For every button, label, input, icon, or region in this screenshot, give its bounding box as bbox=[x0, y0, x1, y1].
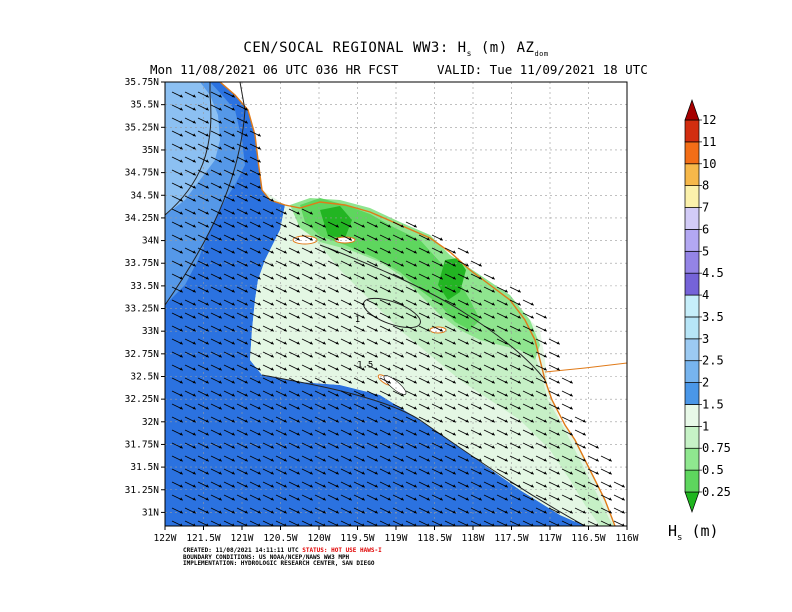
colorbar-level-label: 1.5 bbox=[702, 397, 724, 411]
colorbar-swatch bbox=[684, 229, 700, 252]
colorbar: 0.25 0.5 0.75 1 1.5 2 2.5 3 3.5 4 4.5 5 6 7 8 10 11 12 bbox=[684, 98, 731, 514]
colorbar-swatch bbox=[684, 404, 700, 427]
longitude-tick-label: 117W bbox=[539, 533, 562, 544]
island bbox=[383, 375, 407, 395]
wave-band-2m bbox=[165, 82, 585, 526]
boundary-conditions-text: BOUNDARY CONDITIONS: US NOAA/NCEP/NAWS W… bbox=[183, 553, 350, 561]
latitude-tick-label: 34N bbox=[142, 236, 159, 247]
colorbar-swatch bbox=[684, 250, 700, 274]
latitude-tick-label: 33.75N bbox=[125, 258, 160, 269]
contour-labels: 11.5 bbox=[355, 315, 374, 370]
colorbar-swatch bbox=[684, 98, 700, 121]
latitude-tick-label: 35.5N bbox=[130, 100, 159, 111]
colorbar-swatch bbox=[684, 447, 700, 471]
colorbar-swatch bbox=[684, 163, 700, 186]
latitude-tick-label: 31.25N bbox=[125, 485, 160, 496]
latitude-tick-label: 35.25N bbox=[125, 122, 160, 133]
colorbar-label: Hs (m) bbox=[668, 522, 719, 543]
colorbar-swatch bbox=[684, 141, 700, 165]
longitude-tick-label: 116W bbox=[616, 533, 639, 544]
colorbar-swatch bbox=[684, 207, 700, 230]
colorbar-swatch bbox=[684, 360, 700, 383]
wave-direction-vectors bbox=[171, 91, 625, 526]
colorbar-level-label: 8 bbox=[702, 179, 709, 193]
latitude-tick-label: 34.75N bbox=[125, 168, 160, 179]
colorbar-swatch bbox=[684, 119, 700, 143]
latitude-tick-label: 33.5N bbox=[130, 281, 159, 292]
colorbar-level-label: 12 bbox=[702, 113, 716, 127]
latitude-tick-label: 32.5N bbox=[130, 371, 159, 382]
latitude-tick-label: 35.75N bbox=[125, 77, 160, 88]
latitude-tick-label: 34.25N bbox=[125, 213, 160, 224]
longitude-axis: 122W 121.5W 121W 120.5W 120W 119.5W 119W 118.5W… bbox=[154, 526, 639, 544]
colorbar-level-label: 7 bbox=[702, 201, 709, 215]
colorbar-level-label: 6 bbox=[702, 222, 709, 236]
colorbar-swatch bbox=[684, 469, 700, 493]
island bbox=[292, 235, 318, 245]
wave-band-0-25m bbox=[320, 206, 352, 238]
map-field bbox=[165, 82, 627, 526]
colorbar-level-label: 2.5 bbox=[702, 354, 724, 368]
longitude-tick-label: 118W bbox=[462, 533, 485, 544]
contour-label: 1.5 bbox=[357, 360, 373, 370]
latitude-tick-label: 31.5N bbox=[130, 462, 159, 473]
created-timestamp: CREATED: 11/08/2021 14:11:11 UTC bbox=[183, 547, 299, 554]
colorbar-swatch bbox=[684, 338, 700, 362]
longitude-tick-label: 116.5W bbox=[571, 533, 606, 544]
colorbar-level-label: 4.5 bbox=[702, 266, 724, 280]
latitude-tick-label: 32.25N bbox=[125, 394, 160, 405]
wave-band-0-25m bbox=[438, 258, 466, 300]
colorbar-swatch bbox=[684, 382, 700, 405]
colorbar-level-label: 11 bbox=[702, 135, 716, 149]
colorbar-swatch bbox=[684, 426, 700, 449]
longitude-tick-label: 120.5W bbox=[263, 533, 298, 544]
wave-band-3m bbox=[165, 82, 220, 215]
latitude-axis: 35.75N 35.5N 35.25N 35N 34.75N 34.5N 34.25N 34N… bbox=[125, 77, 165, 518]
map-gridlines bbox=[165, 82, 627, 526]
border-line bbox=[544, 362, 627, 373]
footer-notes: CREATED: 11/08/2021 14:11:11 UTC STATUS:… bbox=[183, 547, 382, 568]
colorbar-level-label: 3.5 bbox=[702, 310, 724, 324]
longitude-tick-label: 117.5W bbox=[494, 533, 529, 544]
latitude-tick-label: 34.5N bbox=[130, 190, 159, 201]
longitude-tick-label: 121.5W bbox=[186, 533, 221, 544]
longitude-tick-label: 121W bbox=[231, 533, 254, 544]
contour-lines bbox=[165, 82, 586, 526]
implementation-text: IMPLEMENTATION: HYDROLOGIC RESEARCH CENT… bbox=[183, 560, 375, 568]
colorbar-level-label: 2 bbox=[702, 376, 709, 390]
status-text: STATUS: HOT USE HAWS-I bbox=[302, 547, 382, 554]
colorbar-level-label: 4 bbox=[702, 288, 709, 302]
colorbar-level-label: 10 bbox=[702, 157, 716, 171]
longitude-tick-label: 122W bbox=[154, 533, 177, 544]
colorbar-swatch bbox=[684, 185, 700, 208]
latitude-tick-label: 33N bbox=[142, 326, 159, 337]
colorbar-level-label: 3 bbox=[702, 332, 709, 346]
latitude-tick-label: 33.25N bbox=[125, 304, 160, 315]
colorbar-level-label: 5 bbox=[702, 244, 709, 258]
colorbar-level-label: 0.5 bbox=[702, 463, 724, 477]
latitude-tick-label: 35N bbox=[142, 145, 159, 156]
colorbar-level-label: 0.25 bbox=[702, 485, 731, 499]
colorbar-swatch bbox=[684, 272, 700, 296]
longitude-tick-label: 118.5W bbox=[417, 533, 452, 544]
longitude-tick-label: 120W bbox=[308, 533, 331, 544]
latitude-tick-label: 31N bbox=[142, 507, 159, 518]
longitude-tick-label: 119.5W bbox=[340, 533, 375, 544]
latitude-tick-label: 32.75N bbox=[125, 349, 160, 360]
contour-label: 1 bbox=[355, 315, 360, 325]
latitude-tick-label: 32N bbox=[142, 417, 159, 428]
colorbar-swatch bbox=[684, 316, 700, 340]
forecast-time-label: Mon 11/08/2021 06 UTC 036 HR FCST bbox=[150, 62, 399, 77]
map-title: CEN/SOCAL REGIONAL WW3: Hs (m) AZdom bbox=[243, 40, 549, 58]
colorbar-level-label: 0.75 bbox=[702, 441, 731, 455]
valid-time-label: VALID: Tue 11/09/2021 18 UTC bbox=[437, 62, 648, 77]
colorbar-swatch bbox=[684, 294, 700, 318]
colorbar-level-label: 1 bbox=[702, 419, 709, 433]
wave-band-1m bbox=[300, 212, 615, 526]
longitude-tick-label: 119W bbox=[385, 533, 408, 544]
latitude-tick-label: 31.75N bbox=[125, 439, 160, 450]
island bbox=[429, 326, 447, 334]
colorbar-swatch bbox=[684, 491, 700, 514]
